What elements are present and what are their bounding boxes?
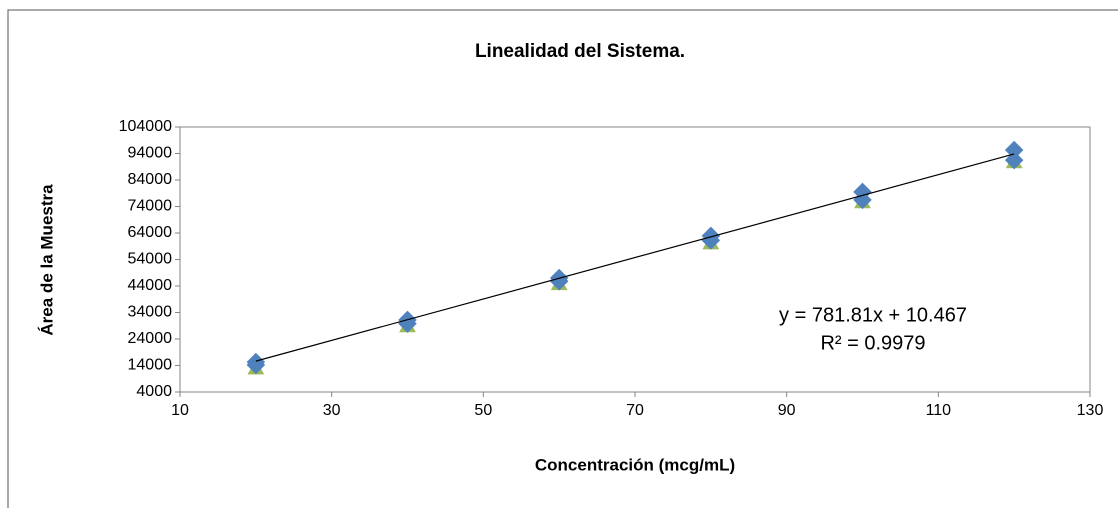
y-tick-label: 84000 (128, 171, 173, 188)
y-tick-label: 24000 (128, 330, 173, 347)
y-axis-label: Área de la Muestra (37, 184, 56, 336)
y-tick-label: 14000 (128, 357, 173, 374)
x-tick-label: 130 (1077, 402, 1104, 419)
x-tick-label: 50 (474, 402, 492, 419)
chart-frame (7, 9, 1118, 508)
data-point (701, 226, 721, 246)
x-tick-label: 30 (323, 402, 341, 419)
y-tick-label: 4000 (136, 383, 172, 400)
y-tick-label: 34000 (128, 304, 173, 321)
data-point (1004, 140, 1024, 160)
trendline-r2: R² = 0.9979 (820, 332, 925, 354)
y-tick-label: 44000 (128, 277, 173, 294)
x-tick-label: 90 (778, 402, 796, 419)
chart-title: Linealidad del Sistema. (475, 41, 685, 62)
trendline (255, 153, 1015, 362)
y-tick-label: 94000 (128, 145, 173, 162)
y-tick-label: 74000 (128, 198, 173, 215)
x-axis-label: Concentración (mcg/mL) (535, 455, 735, 474)
y-tick-label: 54000 (128, 251, 173, 268)
y-tick-label: 64000 (128, 224, 173, 241)
trendline-equation: y = 781.81x + 10.467 (779, 304, 967, 326)
y-tick-label: 104000 (119, 118, 172, 135)
x-tick-label: 70 (626, 402, 644, 419)
x-tick-label: 110 (926, 402, 952, 419)
x-tick-label: 10 (171, 402, 189, 419)
